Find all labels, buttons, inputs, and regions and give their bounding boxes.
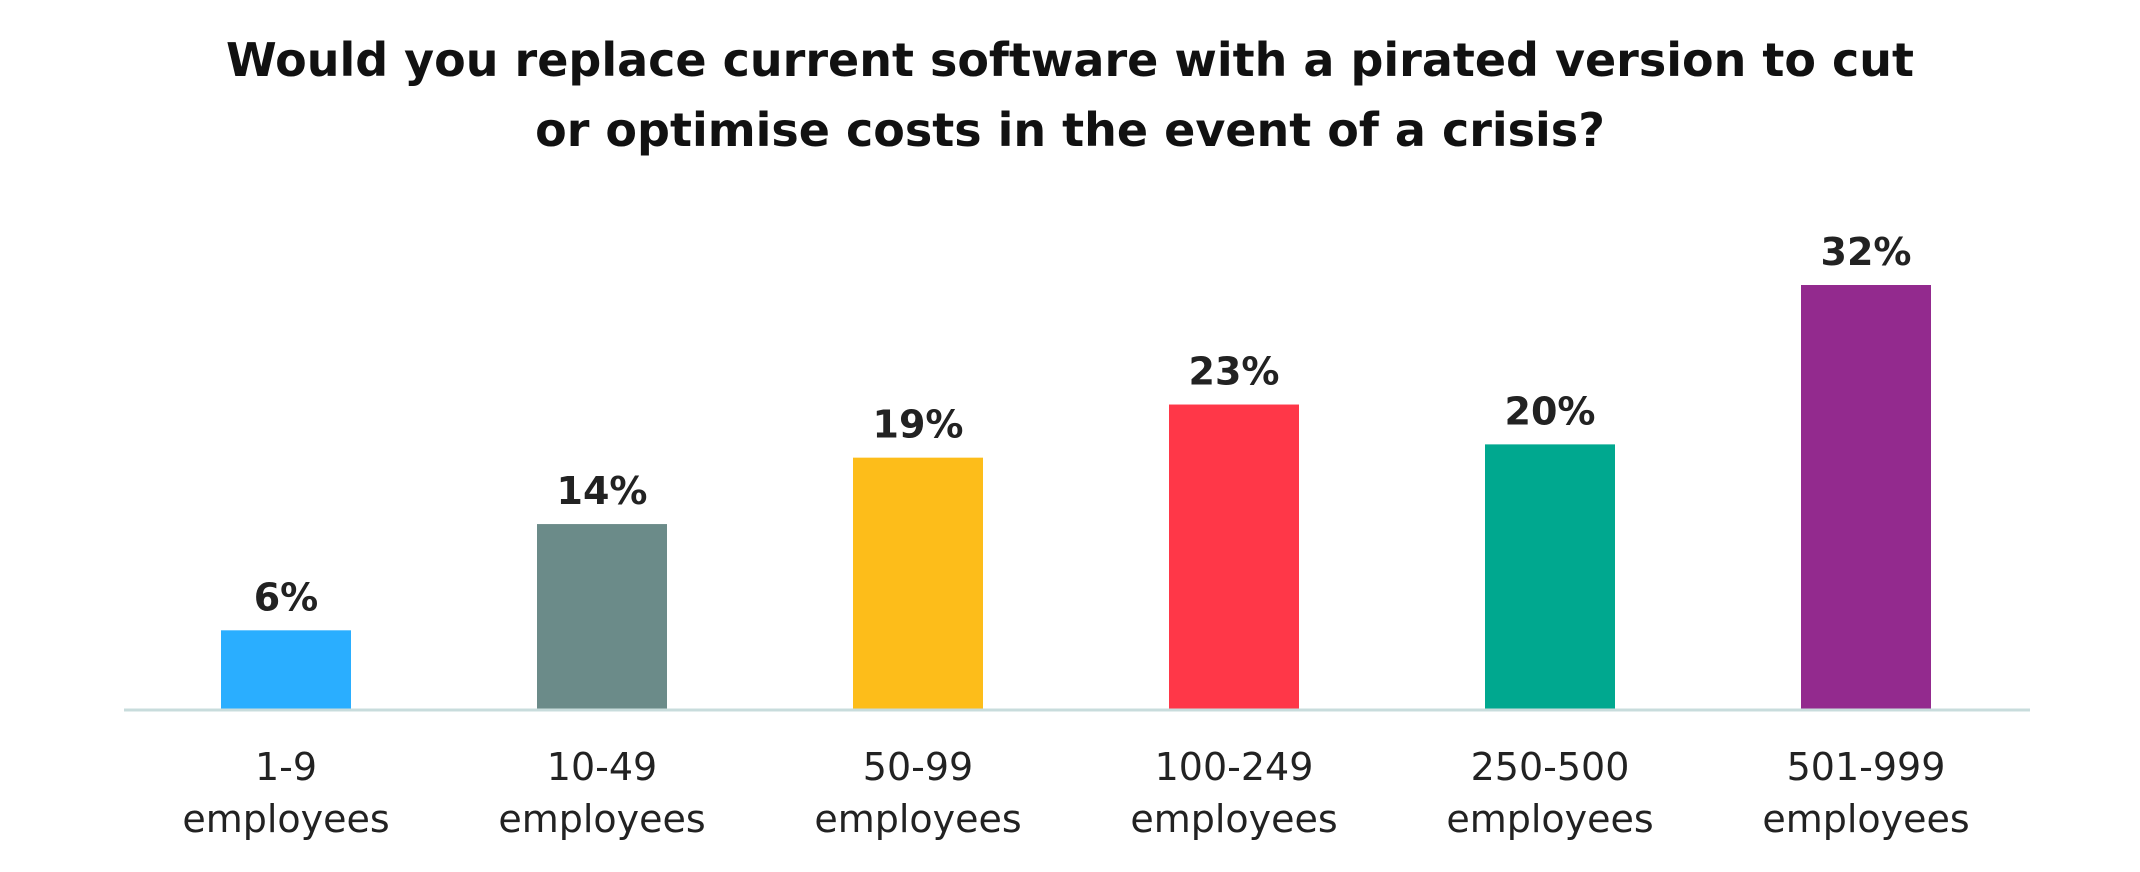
category-label-6-line-1: 501-999 — [1787, 745, 1946, 789]
category-label-6-line-2: employees — [1762, 797, 1969, 841]
category-label-3-line-2: employees — [814, 797, 1021, 841]
bar-2 — [537, 524, 667, 710]
bar-5 — [1485, 444, 1615, 710]
category-label-2-line-1: 10-49 — [547, 745, 657, 789]
category-label-5-line-2: employees — [1446, 797, 1653, 841]
data-label-6: 32% — [1821, 230, 1912, 274]
data-label-1: 6% — [254, 575, 319, 619]
category-label-1-line-2: employees — [182, 797, 389, 841]
chart-title-line-2: or optimise costs in the event of a cris… — [535, 103, 1605, 157]
category-label-4-line-2: employees — [1130, 797, 1337, 841]
category-label-1-line-1: 1-9 — [255, 745, 317, 789]
chart-title-line-1: Would you replace current software with … — [226, 33, 1914, 87]
bar-1 — [221, 630, 351, 710]
category-label-3-line-1: 50-99 — [863, 745, 973, 789]
category-label-4-line-1: 100-249 — [1155, 745, 1314, 789]
bar-4 — [1169, 404, 1299, 710]
data-label-4: 23% — [1189, 350, 1280, 394]
data-label-5: 20% — [1505, 389, 1596, 433]
category-label-5-line-1: 250-500 — [1471, 745, 1630, 789]
bar-group: 6% 1-9 employees 14% 10-49 employees 19% 50-99 e… — [182, 230, 1969, 841]
data-label-2: 14% — [557, 469, 648, 513]
category-label-2-line-2: employees — [498, 797, 705, 841]
bar-6 — [1801, 285, 1931, 710]
data-label-3: 19% — [873, 403, 964, 447]
bar-3 — [853, 457, 983, 710]
